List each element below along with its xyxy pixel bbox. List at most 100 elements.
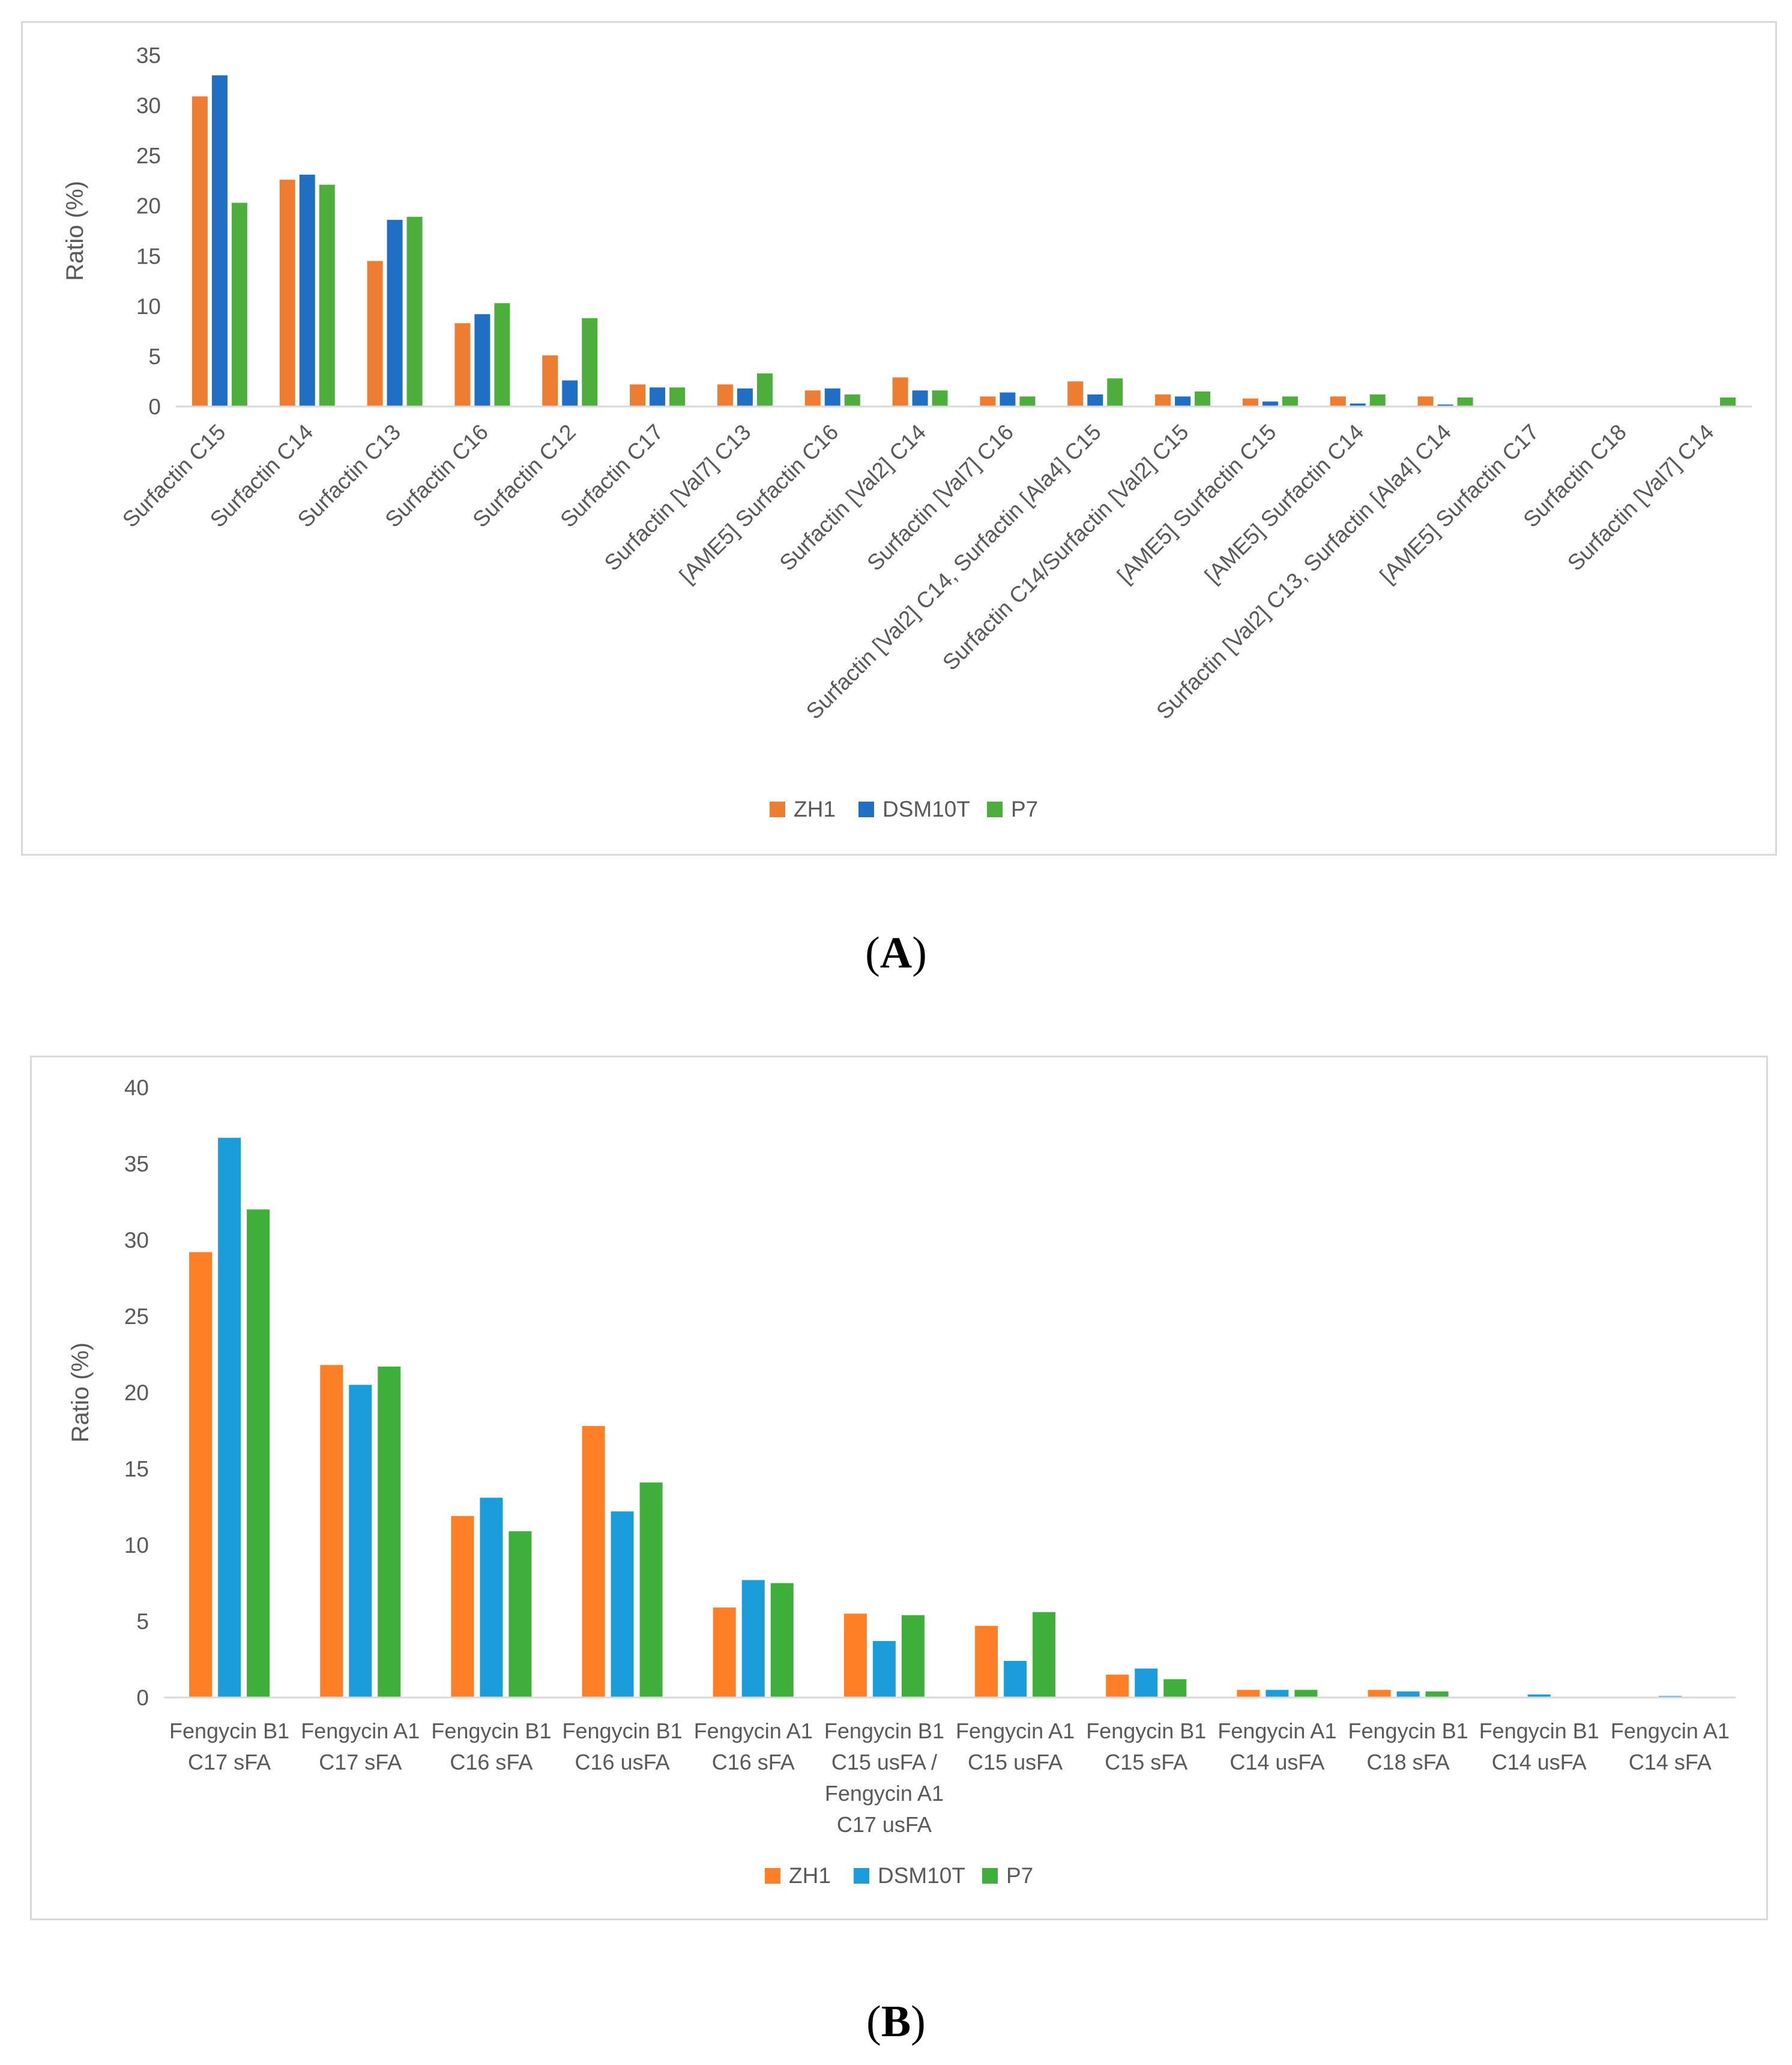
x-tick-label-line: C18 sFA bbox=[1367, 1750, 1450, 1774]
panel-label-a-letter: A bbox=[879, 928, 913, 978]
bar-zh1 bbox=[1330, 396, 1346, 407]
bar-dsm10t bbox=[1527, 1694, 1551, 1698]
x-tick-label: Fengycin A1 C17 sFA bbox=[301, 1719, 420, 1774]
bar-dsm10t bbox=[211, 75, 228, 407]
bar-dsm10t bbox=[1396, 1691, 1420, 1698]
x-tick-label: [AME5] Surfactin C14 bbox=[1200, 420, 1369, 588]
bar-dsm10t bbox=[1175, 396, 1191, 407]
bar-zh1 bbox=[189, 1252, 213, 1698]
legend-swatch-dsm10t bbox=[858, 802, 874, 817]
bar-p7 bbox=[1163, 1679, 1187, 1698]
bar-zh1 bbox=[804, 390, 821, 407]
bar-dsm10t bbox=[1004, 1661, 1027, 1698]
legend-swatch-zh1 bbox=[765, 1868, 780, 1884]
bar-zh1 bbox=[1106, 1674, 1129, 1698]
y-tick-label: 15 bbox=[136, 244, 161, 268]
bar-zh1 bbox=[320, 1365, 343, 1698]
y-tick-label: 10 bbox=[124, 1533, 149, 1558]
x-tick-label-line: Fengycin B1 bbox=[1479, 1719, 1599, 1743]
bar-dsm10t bbox=[349, 1385, 372, 1698]
x-tick-label: Fengycin A1 C15 usFA bbox=[956, 1719, 1075, 1774]
bar-p7 bbox=[639, 1482, 663, 1698]
legend-label-zh1: ZH1 bbox=[789, 1863, 831, 1888]
bar-p7 bbox=[1369, 394, 1386, 407]
bar-dsm10t bbox=[1350, 403, 1366, 407]
bar-dsm10t bbox=[299, 174, 315, 407]
bar-p7 bbox=[582, 318, 598, 407]
x-tick-label-line: Fengycin B1 bbox=[431, 1719, 551, 1743]
bar-p7 bbox=[1282, 396, 1298, 407]
bar-p7 bbox=[494, 303, 510, 407]
x-tick-label-line: C14 usFA bbox=[1229, 1750, 1324, 1774]
bar-zh1 bbox=[1155, 394, 1171, 407]
x-tick-label-line: C15 usFA bbox=[968, 1750, 1063, 1774]
bar-zh1 bbox=[892, 377, 908, 407]
bar-zh1 bbox=[843, 1613, 867, 1698]
x-tick-label: Fengycin B1 C18 sFA bbox=[1348, 1719, 1468, 1774]
legend-label-dsm10t: DSM10T bbox=[882, 797, 970, 821]
y-tick-label: 25 bbox=[136, 144, 161, 168]
bar-dsm10t bbox=[480, 1498, 503, 1698]
bar-dsm10t bbox=[562, 380, 578, 407]
bar-p7 bbox=[669, 387, 686, 407]
bar-zh1 bbox=[451, 1516, 474, 1698]
legend-swatch-zh1 bbox=[770, 802, 785, 817]
bar-zh1 bbox=[975, 1625, 998, 1698]
bar-dsm10t bbox=[1135, 1668, 1158, 1698]
bar-zh1 bbox=[1067, 381, 1084, 407]
bar-dsm10t bbox=[218, 1137, 241, 1698]
bar-zh1 bbox=[713, 1607, 736, 1698]
bar-dsm10t bbox=[741, 1580, 765, 1698]
y-tick-label: 15 bbox=[124, 1457, 149, 1481]
bar-zh1 bbox=[1417, 396, 1434, 407]
y-tick-label: 40 bbox=[124, 1075, 149, 1100]
x-tick-label: [AME5] Surfactin C16 bbox=[675, 420, 843, 588]
x-tick-label-line: C16 sFA bbox=[450, 1750, 532, 1774]
x-tick-label-line: Fengycin A1 bbox=[1217, 1719, 1336, 1743]
y-tick-label: 5 bbox=[148, 344, 161, 369]
legend-label-dsm10t: DSM10T bbox=[878, 1863, 965, 1888]
bar-dsm10t bbox=[824, 388, 840, 407]
x-tick-label-line: C15 sFA bbox=[1105, 1750, 1187, 1774]
x-tick-label-line: Fengycin A1 bbox=[825, 1781, 944, 1806]
x-tick-label-line: Fengycin A1 bbox=[301, 1719, 420, 1743]
y-tick-label: 10 bbox=[136, 294, 161, 319]
x-tick-label-line: Fengycin B1 bbox=[1086, 1719, 1206, 1743]
legend-swatch-p7 bbox=[982, 1868, 998, 1884]
bar-dsm10t bbox=[1087, 394, 1103, 407]
legend-swatch-p7 bbox=[987, 802, 1003, 817]
x-tick-label: Surfactin [Val2] C13, Surfactin [Ala4] C… bbox=[1151, 420, 1456, 724]
x-tick-label: Fengycin A1 C14 sFA bbox=[1611, 1719, 1730, 1774]
bar-dsm10t bbox=[1262, 401, 1278, 407]
x-tick-label-line: Fengycin B1 bbox=[169, 1719, 289, 1743]
bar-p7 bbox=[1019, 396, 1036, 407]
bar-p7 bbox=[1294, 1690, 1318, 1698]
bar-zh1 bbox=[717, 384, 733, 407]
x-tick-label-line: Fengycin A1 bbox=[1611, 1719, 1730, 1743]
bar-dsm10t bbox=[1266, 1690, 1289, 1698]
bar-zh1 bbox=[454, 323, 471, 407]
x-tick-label-line: C16 usFA bbox=[575, 1750, 670, 1774]
y-tick-label: 30 bbox=[124, 1228, 149, 1253]
x-tick-label: Surfactin [Val2] C14, Surfactin [Ala4] C… bbox=[801, 420, 1106, 724]
x-tick-label: Surfactin [Val2] C14 bbox=[775, 420, 931, 576]
bar-p7 bbox=[508, 1531, 532, 1698]
bar-zh1 bbox=[582, 1426, 605, 1698]
bar-dsm10t bbox=[387, 220, 403, 407]
bar-p7 bbox=[406, 217, 423, 407]
bar-zh1 bbox=[542, 355, 558, 407]
legend-label-p7: P7 bbox=[1011, 797, 1038, 821]
x-tick-label: Surfactin [Val7] C14 bbox=[1563, 420, 1719, 576]
bar-p7 bbox=[231, 202, 247, 407]
x-tick-label: Fengycin B1 C14 usFA bbox=[1479, 1719, 1599, 1774]
y-tick-label: 5 bbox=[136, 1609, 149, 1634]
bar-zh1 bbox=[630, 384, 646, 407]
bar-p7 bbox=[1457, 397, 1473, 407]
bar-p7 bbox=[319, 184, 335, 407]
x-tick-label-line: C16 sFA bbox=[712, 1750, 795, 1774]
x-tick-label-line: C14 usFA bbox=[1492, 1750, 1587, 1774]
bar-p7 bbox=[1195, 391, 1211, 407]
bar-p7 bbox=[1425, 1691, 1449, 1698]
bar-p7 bbox=[770, 1583, 794, 1698]
